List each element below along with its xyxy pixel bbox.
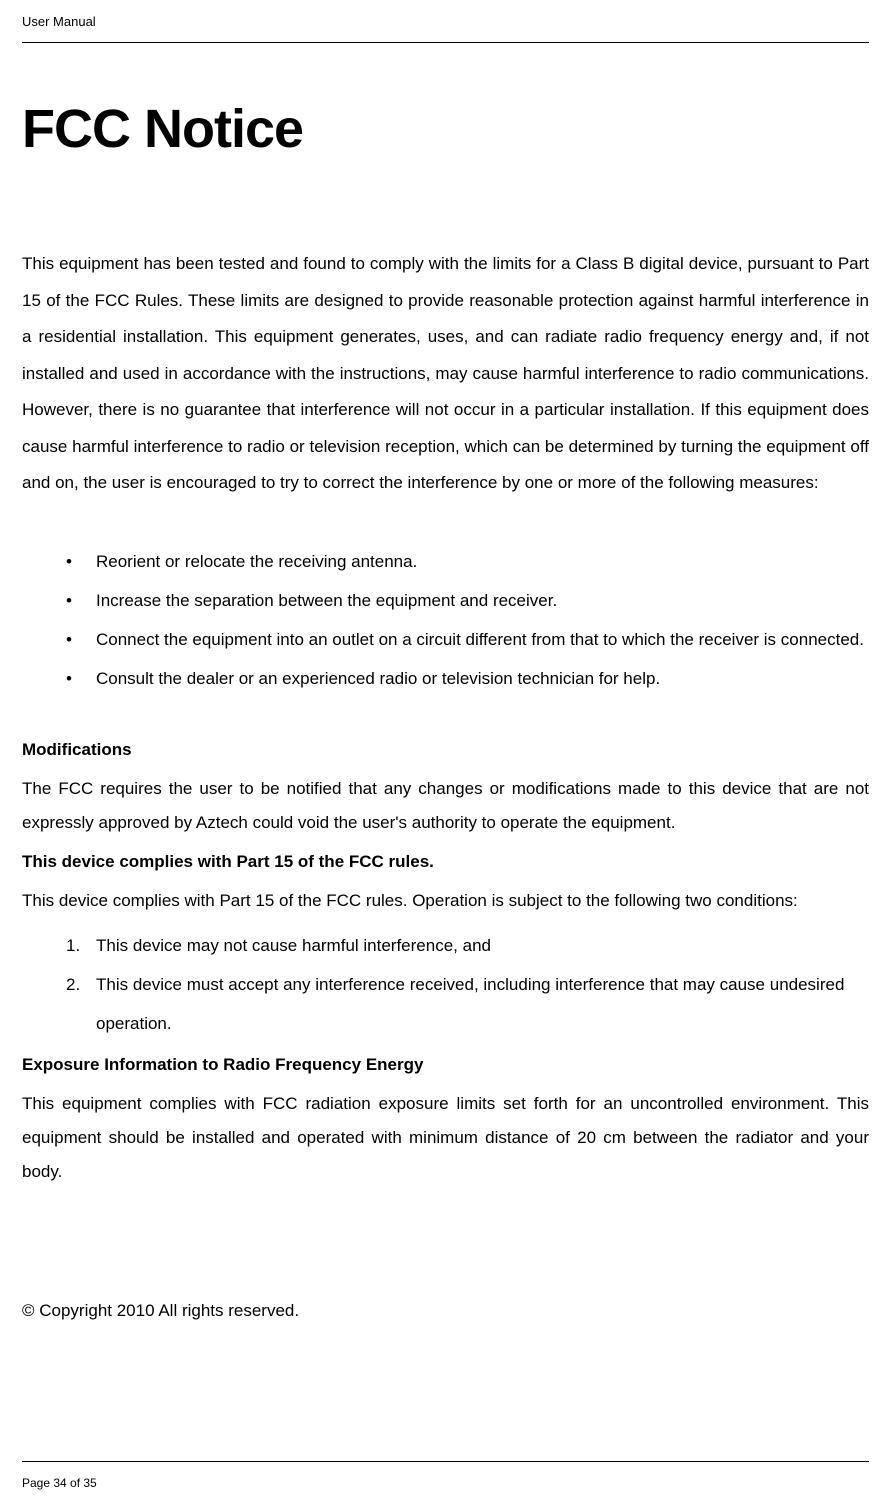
footer: Page 34 of 35 [22, 1461, 869, 1506]
header: User Manual [22, 0, 869, 43]
list-item: Connect the equipment into an outlet on … [66, 620, 869, 659]
compliance-heading: This device complies with Part 15 of the… [22, 852, 869, 872]
list-item: 2. This device must accept any interferen… [66, 965, 869, 1043]
item-number: 1. [66, 926, 80, 965]
modifications-text: The FCC requires the user to be notified… [22, 772, 869, 840]
conditions-list: 1. This device may not cause harmful inte… [22, 926, 869, 1043]
measures-list: Reorient or relocate the receiving anten… [22, 542, 869, 698]
modifications-heading: Modifications [22, 740, 869, 760]
item-number: 2. [66, 965, 80, 1004]
list-item: Increase the separation between the equi… [66, 581, 869, 620]
item-text: This device may not cause harmful interf… [96, 936, 491, 955]
intro-paragraph: This equipment has been tested and found… [22, 246, 869, 502]
page-title: FCC Notice [22, 98, 869, 160]
page-number: Page 34 of 35 [22, 1476, 97, 1490]
list-item: 1. This device may not cause harmful inte… [66, 926, 869, 965]
list-item: Consult the dealer or an experienced rad… [66, 659, 869, 698]
compliance-text: This device complies with Part 15 of the… [22, 884, 869, 918]
item-text: This device must accept any interference… [96, 975, 844, 1033]
exposure-text: This equipment complies with FCC radiati… [22, 1087, 869, 1189]
copyright-text: © Copyright 2010 All rights reserved. [22, 1301, 869, 1321]
list-item: Reorient or relocate the receiving anten… [66, 542, 869, 581]
exposure-heading: Exposure Information to Radio Frequency … [22, 1055, 869, 1075]
header-label: User Manual [22, 14, 96, 29]
